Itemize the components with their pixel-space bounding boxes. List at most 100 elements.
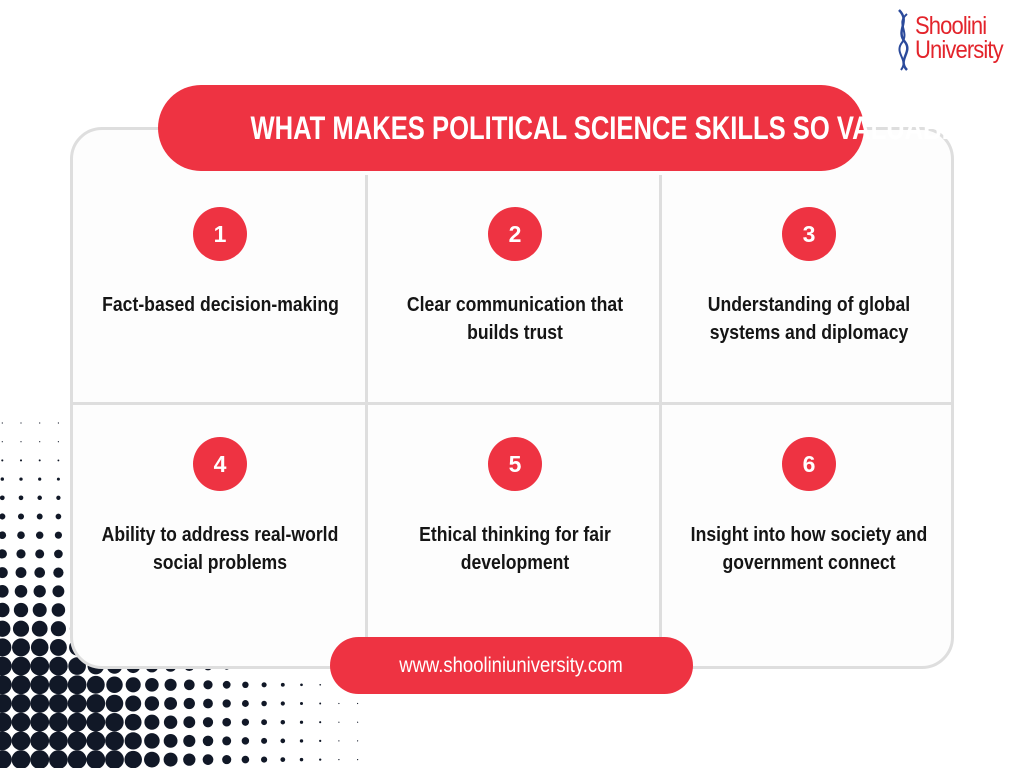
halftone-dot [12,638,30,657]
number-badge: 3 [782,207,836,261]
halftone-dot [0,567,8,579]
halftone-dot [144,733,160,749]
skill-label: Ethical thinking for fair development [368,521,662,577]
halftone-dot [67,694,87,713]
halftone-dot [49,656,68,676]
halftone-dot [0,694,12,713]
halftone-dot [222,717,232,727]
halftone-dot [163,715,178,729]
halftone-dot [357,721,359,723]
logo-line-1: Shoolini [915,12,987,40]
halftone-dot [222,680,231,689]
halftone-dot [203,698,213,709]
halftone-dot [19,477,23,481]
halftone-dot [125,677,141,693]
logo-line-2: University [915,36,1004,64]
halftone-dot [280,757,286,762]
halftone-dot [338,740,340,742]
halftone-dot [0,750,12,768]
halftone-dot [14,585,28,598]
halftone-dot [241,755,250,764]
halftone-dot [299,701,304,706]
halftone-dot [145,678,159,692]
halftone-dot [12,620,30,637]
halftone-dot [16,549,26,559]
halftone-dot [299,720,304,724]
halftone-dot [241,718,250,726]
halftone-dot [20,441,22,443]
halftone-dot [86,675,105,694]
halftone-dot [57,459,60,462]
halftone-dot [49,638,67,656]
halftone-dot [67,712,87,732]
skill-label: Understanding of global systems and dipl… [662,291,951,347]
halftone-dot [203,680,213,690]
halftone-dot [33,585,46,598]
skill-cell-4: 4 Ability to address real-world social pr… [73,405,367,635]
halftone-dot [86,712,106,732]
skill-cell-5: 5 Ethical thinking for fair development [368,405,662,635]
halftone-dot [319,702,322,705]
column-divider [659,175,662,666]
halftone-dot [0,602,10,618]
halftone-dot [19,459,23,462]
halftone-dot [0,531,7,540]
halftone-dot [30,656,50,676]
halftone-dot [163,752,178,767]
number-badge: 6 [782,437,836,491]
halftone-dot [338,702,340,705]
halftone-dot [11,675,31,695]
website-url: www.shooliniuniversity.com [399,654,624,677]
halftone-dot [124,732,142,750]
halftone-dot [15,567,27,579]
halftone-dot [67,731,87,751]
halftone-dot [11,712,31,732]
halftone-dot [52,585,65,598]
halftone-dot [67,750,87,768]
skill-label: Insight into how society and government … [662,521,951,577]
halftone-dot [36,513,43,520]
halftone-dot [242,681,249,689]
halftone-dot [183,734,196,747]
halftone-dot [261,682,267,688]
halftone-dot [86,694,106,713]
skill-cell-3: 3 Understanding of global systems and dip… [662,175,951,405]
website-link[interactable]: www.shooliniuniversity.com [330,637,693,694]
halftone-dot [49,712,68,732]
halftone-dot [0,620,11,637]
halftone-dot [30,675,50,695]
halftone-dot [357,740,359,742]
halftone-dot [35,549,45,559]
halftone-dot [319,739,322,743]
halftone-dot [37,495,42,501]
skill-cell-6: 6 Insight into how society and government… [662,405,951,635]
halftone-dot [57,441,60,443]
skill-text: Insight into how society and government … [690,524,928,574]
halftone-dot [11,656,31,676]
halftone-dot [86,750,106,768]
logo-wordmark: Shoolini University [915,12,1004,64]
row-divider [73,402,951,405]
halftone-dot [163,734,178,748]
halftone-dot [0,549,7,559]
halftone-dot [105,731,124,751]
halftone-dot [0,584,9,598]
halftone-dot [57,422,60,424]
skill-text: Ethical thinking for fair development [419,524,611,574]
halftone-dot [0,638,12,657]
halftone-dot [183,697,195,710]
halftone-dot [144,714,160,730]
halftone-dot [280,682,285,687]
number-badge: 2 [488,207,542,261]
halftone-dot [124,713,142,731]
halftone-dot [0,495,5,501]
halftone-dot [30,694,50,713]
halftone-dot [11,694,31,713]
halftone-dot [144,696,160,711]
skill-cell-2: 2 Clear communication that builds trust [368,175,662,405]
skill-label: Fact-based decision-making [73,291,367,319]
halftone-dot [18,495,24,501]
skill-text: Ability to address real-world social pro… [101,524,339,574]
shoolini-university-logo: Shoolini University [893,8,1018,72]
halftone-dot [30,638,49,657]
